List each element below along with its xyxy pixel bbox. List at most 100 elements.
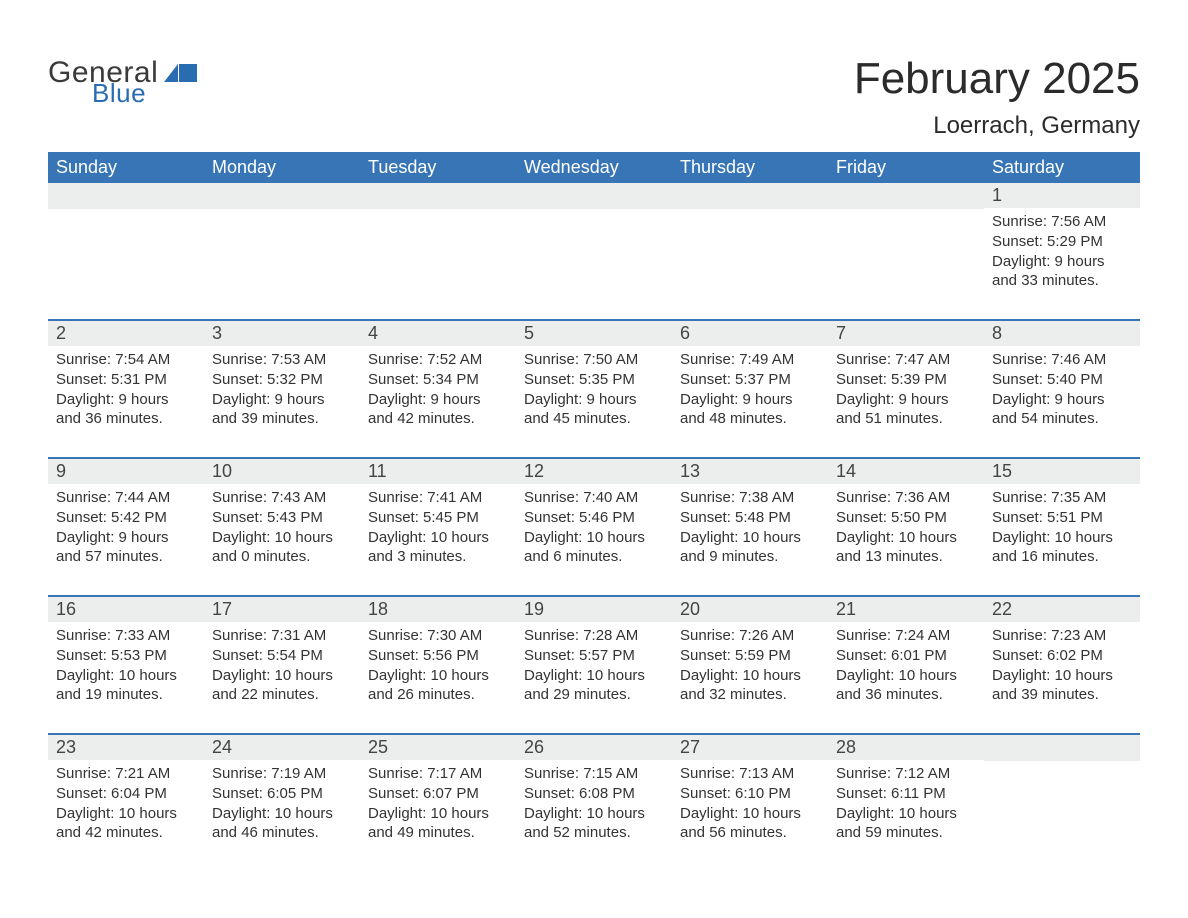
day-day1: Daylight: 10 hours xyxy=(368,666,508,686)
calendar-cell xyxy=(204,183,360,320)
calendar-cell: 10Sunrise: 7:43 AMSunset: 5:43 PMDayligh… xyxy=(204,458,360,596)
day-day2: and 29 minutes. xyxy=(524,685,664,705)
calendar-cell: 19Sunrise: 7:28 AMSunset: 5:57 PMDayligh… xyxy=(516,596,672,734)
day-number: 9 xyxy=(48,459,204,484)
day-sunrise: Sunrise: 7:54 AM xyxy=(56,350,196,370)
logo: General Blue xyxy=(48,58,198,106)
day-sunset: Sunset: 6:10 PM xyxy=(680,784,820,804)
day-details xyxy=(204,209,360,221)
day-number: 26 xyxy=(516,735,672,760)
day-number: 1 xyxy=(984,183,1140,208)
day-day2: and 46 minutes. xyxy=(212,823,352,843)
day-sunrise: Sunrise: 7:43 AM xyxy=(212,488,352,508)
calendar-cell xyxy=(48,183,204,320)
day-day2: and 49 minutes. xyxy=(368,823,508,843)
day-day2: and 26 minutes. xyxy=(368,685,508,705)
day-details: Sunrise: 7:50 AMSunset: 5:35 PMDaylight:… xyxy=(516,346,672,437)
day-day2: and 6 minutes. xyxy=(524,547,664,567)
day-day2: and 33 minutes. xyxy=(992,271,1132,291)
col-header-thursday: Thursday xyxy=(672,152,828,183)
day-sunset: Sunset: 5:53 PM xyxy=(56,646,196,666)
day-day1: Daylight: 9 hours xyxy=(368,390,508,410)
calendar-cell: 5Sunrise: 7:50 AMSunset: 5:35 PMDaylight… xyxy=(516,320,672,458)
calendar-cell: 27Sunrise: 7:13 AMSunset: 6:10 PMDayligh… xyxy=(672,734,828,871)
day-number xyxy=(672,183,828,209)
day-details: Sunrise: 7:43 AMSunset: 5:43 PMDaylight:… xyxy=(204,484,360,575)
month-title: February 2025 xyxy=(854,54,1140,104)
day-day2: and 32 minutes. xyxy=(680,685,820,705)
day-number: 23 xyxy=(48,735,204,760)
day-day2: and 3 minutes. xyxy=(368,547,508,567)
day-number: 21 xyxy=(828,597,984,622)
day-day1: Daylight: 9 hours xyxy=(992,390,1132,410)
day-sunset: Sunset: 5:59 PM xyxy=(680,646,820,666)
logo-text-blue: Blue xyxy=(92,80,158,106)
calendar-header-row: Sunday Monday Tuesday Wednesday Thursday… xyxy=(48,152,1140,183)
day-day1: Daylight: 9 hours xyxy=(524,390,664,410)
calendar-cell: 9Sunrise: 7:44 AMSunset: 5:42 PMDaylight… xyxy=(48,458,204,596)
day-details: Sunrise: 7:30 AMSunset: 5:56 PMDaylight:… xyxy=(360,622,516,713)
day-sunset: Sunset: 5:42 PM xyxy=(56,508,196,528)
day-details: Sunrise: 7:47 AMSunset: 5:39 PMDaylight:… xyxy=(828,346,984,437)
calendar-cell: 4Sunrise: 7:52 AMSunset: 5:34 PMDaylight… xyxy=(360,320,516,458)
day-sunset: Sunset: 5:48 PM xyxy=(680,508,820,528)
day-day2: and 51 minutes. xyxy=(836,409,976,429)
day-sunset: Sunset: 5:34 PM xyxy=(368,370,508,390)
day-details: Sunrise: 7:13 AMSunset: 6:10 PMDaylight:… xyxy=(672,760,828,851)
day-sunset: Sunset: 6:05 PM xyxy=(212,784,352,804)
day-sunrise: Sunrise: 7:28 AM xyxy=(524,626,664,646)
calendar-cell: 12Sunrise: 7:40 AMSunset: 5:46 PMDayligh… xyxy=(516,458,672,596)
day-details: Sunrise: 7:38 AMSunset: 5:48 PMDaylight:… xyxy=(672,484,828,575)
day-number: 14 xyxy=(828,459,984,484)
calendar-cell: 26Sunrise: 7:15 AMSunset: 6:08 PMDayligh… xyxy=(516,734,672,871)
day-sunrise: Sunrise: 7:31 AM xyxy=(212,626,352,646)
day-sunset: Sunset: 6:11 PM xyxy=(836,784,976,804)
day-sunrise: Sunrise: 7:24 AM xyxy=(836,626,976,646)
day-details: Sunrise: 7:17 AMSunset: 6:07 PMDaylight:… xyxy=(360,760,516,851)
calendar-cell: 28Sunrise: 7:12 AMSunset: 6:11 PMDayligh… xyxy=(828,734,984,871)
day-number: 16 xyxy=(48,597,204,622)
day-sunrise: Sunrise: 7:21 AM xyxy=(56,764,196,784)
day-day1: Daylight: 10 hours xyxy=(212,528,352,548)
day-sunrise: Sunrise: 7:56 AM xyxy=(992,212,1132,232)
day-number: 27 xyxy=(672,735,828,760)
day-day2: and 36 minutes. xyxy=(56,409,196,429)
calendar-cell: 17Sunrise: 7:31 AMSunset: 5:54 PMDayligh… xyxy=(204,596,360,734)
day-details: Sunrise: 7:52 AMSunset: 5:34 PMDaylight:… xyxy=(360,346,516,437)
day-day1: Daylight: 10 hours xyxy=(836,804,976,824)
calendar-cell: 1Sunrise: 7:56 AMSunset: 5:29 PMDaylight… xyxy=(984,183,1140,320)
day-sunrise: Sunrise: 7:44 AM xyxy=(56,488,196,508)
day-details: Sunrise: 7:46 AMSunset: 5:40 PMDaylight:… xyxy=(984,346,1140,437)
day-day2: and 22 minutes. xyxy=(212,685,352,705)
day-day2: and 9 minutes. xyxy=(680,547,820,567)
day-number: 17 xyxy=(204,597,360,622)
col-header-saturday: Saturday xyxy=(984,152,1140,183)
day-details: Sunrise: 7:53 AMSunset: 5:32 PMDaylight:… xyxy=(204,346,360,437)
day-day1: Daylight: 10 hours xyxy=(680,804,820,824)
day-number xyxy=(516,183,672,209)
day-day2: and 45 minutes. xyxy=(524,409,664,429)
day-sunset: Sunset: 5:37 PM xyxy=(680,370,820,390)
day-details: Sunrise: 7:23 AMSunset: 6:02 PMDaylight:… xyxy=(984,622,1140,713)
day-details: Sunrise: 7:31 AMSunset: 5:54 PMDaylight:… xyxy=(204,622,360,713)
col-header-friday: Friday xyxy=(828,152,984,183)
day-details: Sunrise: 7:54 AMSunset: 5:31 PMDaylight:… xyxy=(48,346,204,437)
logo-text: General Blue xyxy=(48,58,158,106)
day-number: 11 xyxy=(360,459,516,484)
day-sunrise: Sunrise: 7:12 AM xyxy=(836,764,976,784)
day-details xyxy=(828,209,984,221)
day-number: 7 xyxy=(828,321,984,346)
day-number xyxy=(984,735,1140,761)
day-number: 12 xyxy=(516,459,672,484)
day-number: 5 xyxy=(516,321,672,346)
calendar-cell: 7Sunrise: 7:47 AMSunset: 5:39 PMDaylight… xyxy=(828,320,984,458)
day-number: 18 xyxy=(360,597,516,622)
day-number: 2 xyxy=(48,321,204,346)
day-sunset: Sunset: 5:50 PM xyxy=(836,508,976,528)
day-day1: Daylight: 10 hours xyxy=(524,804,664,824)
calendar-week-row: 2Sunrise: 7:54 AMSunset: 5:31 PMDaylight… xyxy=(48,320,1140,458)
calendar-cell xyxy=(672,183,828,320)
day-day2: and 56 minutes. xyxy=(680,823,820,843)
day-details: Sunrise: 7:24 AMSunset: 6:01 PMDaylight:… xyxy=(828,622,984,713)
day-sunset: Sunset: 5:43 PM xyxy=(212,508,352,528)
